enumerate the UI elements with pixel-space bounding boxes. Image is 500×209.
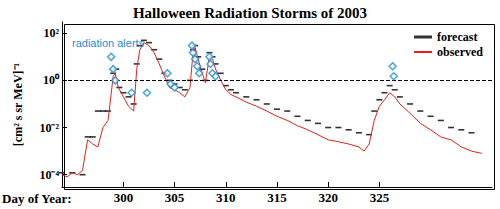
svg-text:10²: 10² (43, 26, 59, 40)
svg-text:325: 325 (370, 190, 390, 205)
svg-text:forecast: forecast (437, 30, 477, 44)
svg-text:Halloween Radiation Storms of: Halloween Radiation Storms of 2003 (133, 5, 367, 21)
svg-text:305: 305 (165, 190, 185, 205)
svg-text:315: 315 (267, 190, 287, 205)
svg-text:320: 320 (318, 190, 338, 205)
svg-text:radiation alerts: radiation alerts (72, 37, 145, 49)
svg-text:10⁻²: 10⁻² (39, 121, 59, 135)
svg-text:observed: observed (437, 45, 483, 59)
svg-text:[cm² s sr MeV]⁻¹: [cm² s sr MeV]⁻¹ (11, 62, 25, 146)
svg-text:10⁰: 10⁰ (43, 73, 60, 87)
svg-text:300: 300 (114, 190, 133, 205)
svg-text:10⁻⁴: 10⁻⁴ (39, 168, 59, 182)
svg-text:310: 310 (216, 190, 236, 205)
svg-text:Day of Year:: Day of Year: (2, 191, 72, 206)
